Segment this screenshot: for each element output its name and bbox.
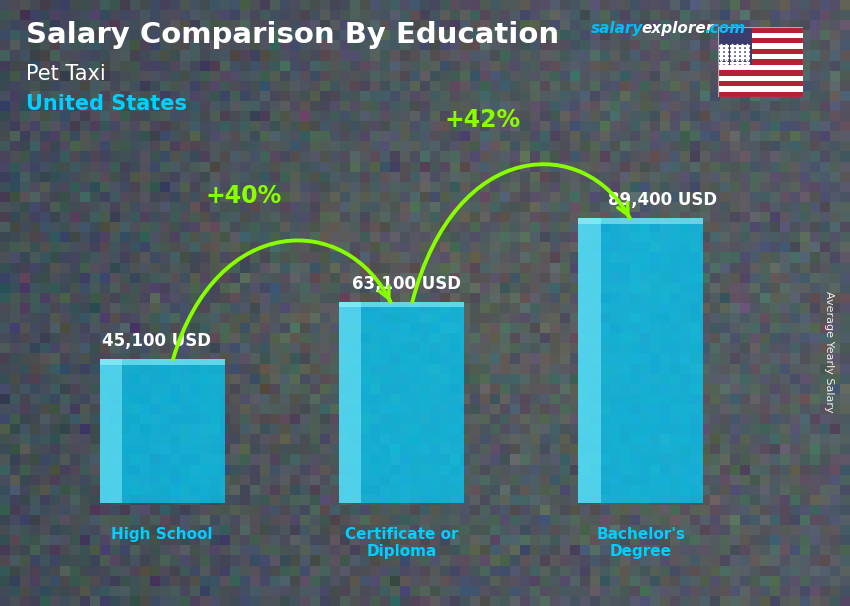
Bar: [718, 54, 803, 59]
Text: Bachelor's
Degree: Bachelor's Degree: [596, 527, 685, 559]
Bar: [718, 86, 803, 92]
Bar: [718, 70, 803, 76]
Bar: [718, 44, 803, 48]
Bar: [99, 359, 224, 365]
Text: Pet Taxi: Pet Taxi: [26, 64, 105, 84]
Bar: [718, 59, 803, 65]
Bar: [578, 218, 601, 503]
Text: Salary Comparison By Education: Salary Comparison By Education: [26, 21, 558, 49]
Bar: [718, 76, 803, 81]
Bar: [718, 48, 803, 54]
Bar: [718, 27, 803, 33]
Bar: [99, 359, 224, 503]
Text: +42%: +42%: [445, 108, 521, 132]
Bar: [718, 27, 752, 65]
Text: 45,100 USD: 45,100 USD: [102, 331, 212, 350]
Text: Certificate or
Diploma: Certificate or Diploma: [344, 527, 458, 559]
Bar: [718, 33, 803, 38]
Text: 89,400 USD: 89,400 USD: [608, 190, 717, 208]
Bar: [578, 218, 703, 224]
Text: United States: United States: [26, 94, 186, 114]
Bar: [99, 359, 122, 503]
Bar: [718, 81, 803, 86]
Text: .com: .com: [704, 21, 745, 36]
Bar: [339, 302, 361, 503]
Bar: [339, 302, 464, 503]
Text: +40%: +40%: [206, 184, 282, 208]
Text: High School: High School: [111, 527, 212, 542]
Bar: [718, 38, 803, 44]
Bar: [578, 218, 703, 503]
Text: 63,100 USD: 63,100 USD: [353, 275, 462, 293]
Bar: [718, 65, 803, 70]
Text: Average Yearly Salary: Average Yearly Salary: [824, 291, 834, 412]
Bar: [718, 92, 803, 97]
Text: salary: salary: [591, 21, 643, 36]
Bar: [339, 302, 464, 307]
Text: explorer: explorer: [642, 21, 714, 36]
